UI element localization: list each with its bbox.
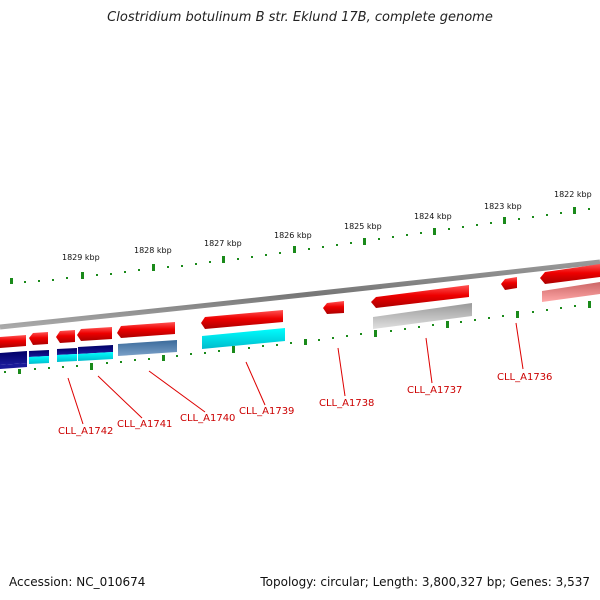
gene-block[interactable] xyxy=(373,303,472,329)
gene-block[interactable] xyxy=(78,352,113,361)
scale-label: 1824 kbp xyxy=(414,212,452,221)
scale-labels: 1829 kbp 1828 kbp 1827 kbp 1826 kbp 1825… xyxy=(62,190,592,262)
accession-text: Accession: NC_010674 xyxy=(9,575,146,589)
gene-label[interactable]: CLL_A1741 xyxy=(117,419,172,430)
gene-labels: CLL_A1742 CLL_A1741 CLL_A1740 CLL_A1739 … xyxy=(58,372,552,437)
gene-block[interactable] xyxy=(542,282,600,302)
gene-arrow[interactable] xyxy=(201,310,283,329)
label-leader-lines xyxy=(67,322,524,425)
outer-scale-ticks xyxy=(10,207,590,284)
gene-label[interactable]: CLL_A1738 xyxy=(319,398,374,409)
gene-arrow[interactable] xyxy=(0,335,26,348)
scale-label: 1828 kbp xyxy=(134,246,172,255)
gene-label[interactable]: CLL_A1742 xyxy=(58,426,113,437)
gene-block[interactable] xyxy=(202,328,285,349)
gene-label[interactable]: CLL_A1737 xyxy=(407,385,462,396)
gene-arrow[interactable] xyxy=(77,327,112,341)
gene-block[interactable] xyxy=(29,350,49,357)
reverse-genes xyxy=(0,282,600,369)
scale-label: 1827 kbp xyxy=(204,239,242,248)
gene-label[interactable]: CLL_A1740 xyxy=(180,413,235,424)
scale-label: 1825 kbp xyxy=(344,222,382,231)
gene-block[interactable] xyxy=(0,351,27,365)
forward-genes xyxy=(0,264,600,348)
gene-arrow[interactable] xyxy=(501,277,517,290)
scale-label: 1829 kbp xyxy=(62,253,100,262)
gene-arrow[interactable] xyxy=(540,264,600,284)
gene-block[interactable] xyxy=(57,354,77,362)
gene-arrow[interactable] xyxy=(56,330,75,343)
scale-label: 1822 kbp xyxy=(554,190,592,199)
map-title: Clostridium botulinum B str. Eklund 17B,… xyxy=(107,10,493,25)
genome-backbone xyxy=(0,259,600,330)
gene-label[interactable]: CLL_A1736 xyxy=(497,372,552,383)
scale-label: 1823 kbp xyxy=(484,202,522,211)
scale-label: 1826 kbp xyxy=(274,231,312,240)
gene-block[interactable] xyxy=(57,348,77,355)
gene-label[interactable]: CLL_A1739 xyxy=(239,406,294,417)
gene-arrow[interactable] xyxy=(29,332,48,345)
gene-arrow[interactable] xyxy=(117,322,175,338)
inner-scale-ticks xyxy=(4,301,591,374)
topology-text: Topology: circular; Length: 3,800,327 bp… xyxy=(260,575,590,589)
gene-block[interactable] xyxy=(29,356,49,364)
gene-block[interactable] xyxy=(78,345,113,354)
gene-block[interactable] xyxy=(0,363,27,369)
gene-arrow[interactable] xyxy=(371,285,469,308)
gene-arrow[interactable] xyxy=(323,301,344,314)
gene-block[interactable] xyxy=(118,340,177,356)
